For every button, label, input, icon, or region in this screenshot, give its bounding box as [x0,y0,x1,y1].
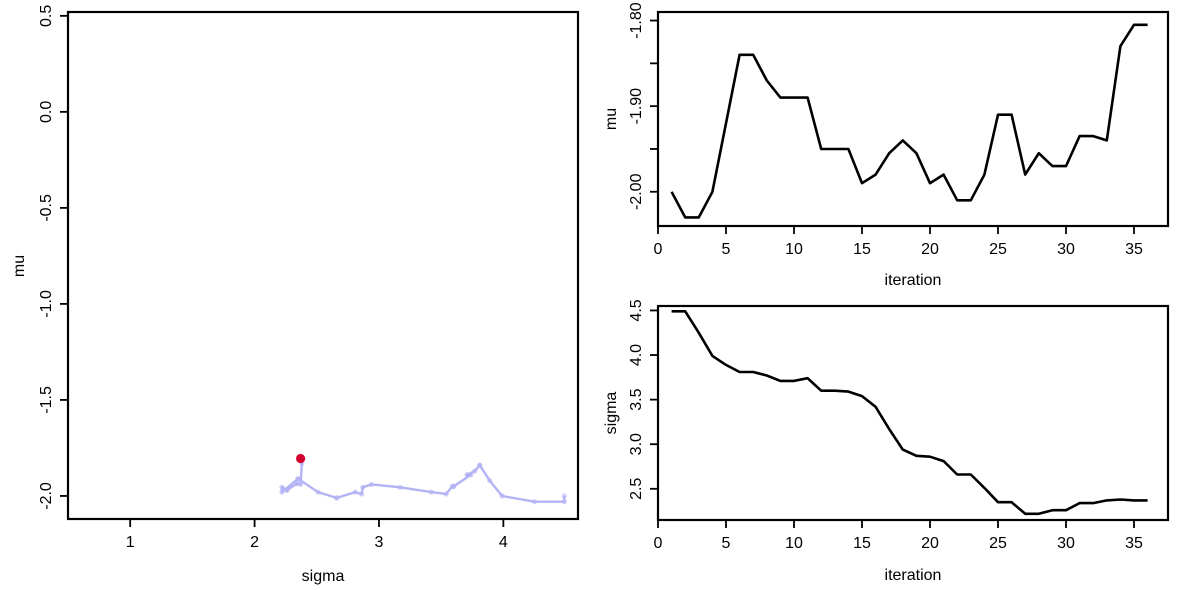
mu-trace-x-axis-label: iteration [885,272,942,289]
joint-path-point [397,484,403,490]
joint-path-point [315,489,321,495]
joint-y-tick-label: -1.0 [38,290,55,318]
joint-x-tick-label: 4 [499,534,508,551]
joint-path-point [487,477,493,484]
sigma-trace-y-tick-label: 3.5 [628,388,645,410]
joint-path-point [428,489,434,495]
joint-path-point [472,468,478,474]
sigma-trace-x-tick-label: 10 [785,535,803,552]
mu-trace-x-tick-label: 10 [785,241,803,258]
mu-trace-x-tick-label: 15 [853,241,871,258]
joint-x-axis-label: sigma [302,568,345,585]
joint-y-tick-label: -2.0 [38,482,55,510]
sigma-trace-x-tick-label: 30 [1057,535,1075,552]
mu-trace-x-tick-label: 25 [989,241,1007,258]
mu-trace-series-line [670,23,1148,219]
mu-trace-y-tick-label: -1.90 [628,88,645,125]
mu-trace-x-tick-label: 35 [1125,241,1143,258]
sigma-trace-x-tick-label: 25 [989,535,1007,552]
joint-path-point [334,495,340,501]
sigma-trace-x-tick-label: 35 [1125,535,1143,552]
joint-path-point [279,484,285,490]
joint-path-point [477,462,483,468]
mu-trace-panel: 0 5 10 15 20 25 30 35-2.00-1.90-1.80 iteration … [603,2,1170,289]
mu-trace-x-tick-label: 30 [1057,241,1075,258]
joint-path-point [561,499,567,505]
joint-y-axis-label: mu [11,255,28,277]
joint-path-point [368,481,375,488]
joint-path-point [352,489,358,495]
mu-trace-y-tick-label: -2.00 [628,173,645,210]
joint-path-point [561,493,567,499]
sigma-trace-x-tick-label: 20 [921,535,939,552]
mu-trace-y-tick-label: -1.80 [628,2,645,39]
sigma-trace-x-tick-label: 0 [654,535,663,552]
joint-y-tick-label: -1.5 [38,386,55,414]
joint-path-point [295,476,301,482]
joint-plot-panel: 1 2 3 4 -2.0 -1.5 -1.0 -0.5 0.0 0.5 sigma mu [11,5,580,585]
mu-trace-x-tick-label: 0 [654,241,663,258]
joint-path-point [358,491,365,497]
joint-path-point [279,489,285,495]
mu-trace-y-axis-label: mu [603,108,620,130]
joint-path-point [443,491,449,497]
joint-path-line [280,458,566,503]
sigma-trace-x-tick-label: 5 [722,535,731,552]
sigma-trace-x-tick-label: 15 [853,535,871,552]
mu-trace-x-tick-label: 5 [722,241,731,258]
mu-trace-frame [656,10,1170,228]
joint-y-tick-label: 0.0 [38,101,55,123]
current-position-marker [296,453,306,464]
sigma-trace-y-axis-label: sigma [603,392,620,435]
sigma-trace-y-tick-label: 2.5 [628,478,645,500]
joint-path-point [284,487,290,493]
joint-path-point [531,499,538,505]
joint-x-tick-label: 1 [126,534,135,551]
joint-x-tick-label: 3 [375,534,384,551]
joint-path-point [360,484,366,490]
sigma-trace-series-line [671,309,1148,516]
sigma-trace-x-axis-label: iteration [885,567,942,584]
sigma-trace-y-tick-label: 4.0 [628,344,645,366]
joint-x-tick-label: 2 [250,534,259,551]
sigma-trace-frame [656,304,1170,522]
joint-path-point [468,472,474,478]
joint-y-tick-label: 0.5 [38,5,55,27]
joint-y-tick-label: -0.5 [38,194,55,222]
sigma-trace-y-tick-label: 3.0 [628,433,645,455]
joint-path-point [499,493,505,499]
sigma-trace-panel: 0 5 10 15 20 25 30 352.53.03.54.04.5 iteration … [603,299,1170,584]
mu-trace-x-tick-label: 20 [921,241,939,258]
joint-plot-frame [66,10,580,521]
joint-path-point [449,483,455,489]
joint-path-point [298,481,304,488]
sigma-trace-y-tick-label: 4.5 [628,299,645,321]
joint-path-point [464,472,470,478]
